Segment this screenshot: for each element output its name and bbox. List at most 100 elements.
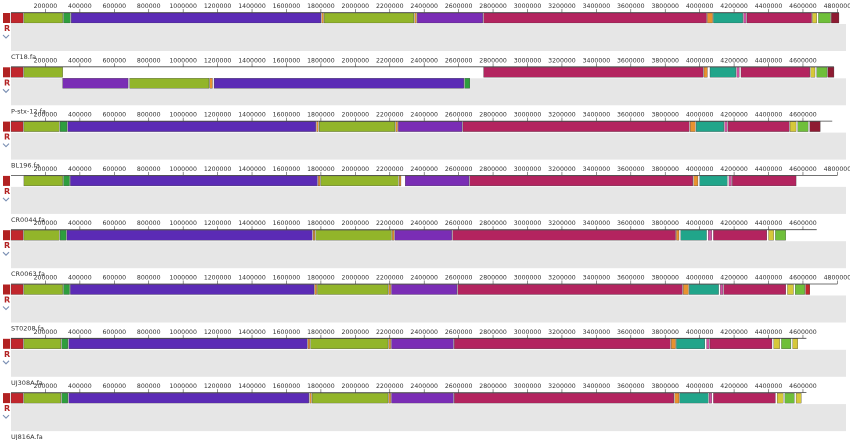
track-color-swatch[interactable]: [3, 393, 10, 404]
reverse-toggle-button[interactable]: R: [4, 404, 10, 413]
ruler-tick-label: 1000000: [169, 220, 197, 227]
ruler-tick-label: 4200000: [720, 275, 748, 282]
lcb-block: [707, 12, 713, 24]
ruler-tick-label: 3800000: [651, 220, 679, 227]
lcb-block: [671, 338, 676, 349]
ruler-tick-label: 1800000: [307, 383, 335, 390]
ruler-tick-label: 2200000: [376, 220, 404, 227]
lcb-block: [312, 392, 389, 404]
chevron-down-icon[interactable]: [2, 306, 10, 311]
track-color-swatch[interactable]: [3, 13, 10, 23]
track-color-swatch[interactable]: [3, 67, 10, 78]
lcb-block: [23, 175, 63, 187]
lcb-block: [708, 392, 712, 404]
reverse-toggle-button[interactable]: R: [4, 296, 10, 305]
ruler-tick-label: 200000: [34, 275, 58, 282]
sequence-label: CR0063.fa: [11, 270, 45, 278]
track-3: 200000 400000 600000 800000 1000000 1200000 14…: [2, 166, 850, 224]
ruler-tick-label: 3600000: [617, 383, 645, 390]
lcb-block: [388, 338, 391, 349]
chevron-down-icon[interactable]: [2, 360, 10, 365]
lcb-block: [307, 338, 310, 349]
chevron-down-icon[interactable]: [2, 251, 10, 256]
track-1: 200000 400000 600000 800000 1000000 1200000 14…: [2, 57, 846, 115]
ruler-tick-label: 2000000: [342, 166, 370, 173]
ruler-tick-label: 1000000: [169, 112, 197, 119]
ruler-tick-label: 4800000: [824, 166, 850, 173]
track-color-swatch[interactable]: [3, 230, 10, 241]
lcb-block: [63, 284, 70, 295]
lcb-block: [773, 338, 780, 349]
lcb-block: [10, 67, 24, 78]
ruler-tick-label: 2800000: [479, 112, 507, 119]
lcb-block: [63, 175, 70, 187]
track-color-swatch[interactable]: [3, 284, 10, 295]
ruler-tick-label: 1200000: [204, 112, 232, 119]
reverse-toggle-button[interactable]: R: [4, 133, 10, 142]
lcb-block: [723, 284, 786, 295]
ruler-tick-label: 2600000: [445, 383, 473, 390]
ruler-tick-label: 3000000: [514, 329, 542, 336]
lcb-block: [775, 230, 786, 241]
ruler-tick-label: 3200000: [548, 329, 576, 336]
lcb-block: [781, 338, 792, 349]
lcb-block: [399, 175, 402, 187]
lcb-block: [23, 12, 63, 24]
track-color-swatch[interactable]: [3, 121, 10, 132]
ruler-tick-label: 3800000: [651, 112, 679, 119]
ruler-tick-label: 800000: [137, 220, 161, 227]
ruler-tick-label: 400000: [68, 275, 92, 282]
lcb-block: [454, 392, 674, 404]
lcb-block: [388, 284, 391, 295]
ruler-tick-label: 600000: [102, 57, 126, 64]
lcb-block: [818, 12, 831, 24]
ruler-tick-label: 4400000: [755, 57, 783, 64]
ruler-tick-label: 400000: [68, 220, 92, 227]
chevron-down-icon[interactable]: [2, 34, 10, 39]
lcb-block: [706, 338, 710, 349]
lcb-block: [67, 121, 316, 132]
ruler-tick-label: 800000: [137, 275, 161, 282]
reverse-toggle-button[interactable]: R: [4, 187, 10, 196]
ruler-tick-label: 2800000: [479, 166, 507, 173]
reverse-toggle-button[interactable]: R: [4, 241, 10, 250]
ruler-tick-label: 2600000: [445, 275, 473, 282]
track-color-swatch[interactable]: [3, 175, 10, 186]
sequence-label: BL196.fa: [11, 162, 40, 170]
ruler-tick-label: 2800000: [479, 329, 507, 336]
track-band: [11, 295, 846, 323]
ruler-tick-label: 4400000: [755, 166, 783, 173]
chevron-down-icon[interactable]: [2, 143, 10, 148]
ruler-tick-label: 1400000: [238, 329, 266, 336]
ruler-tick-label: 1800000: [307, 3, 335, 10]
lcb-block: [699, 175, 728, 187]
lcb-block: [214, 78, 464, 89]
track-color-swatch[interactable]: [3, 338, 10, 349]
ruler-tick-label: 2600000: [445, 57, 473, 64]
ruler-tick-label: 4000000: [686, 112, 714, 119]
reverse-toggle-button[interactable]: R: [4, 78, 10, 87]
reverse-toggle-button[interactable]: R: [4, 24, 10, 33]
ruler-tick-label: 4200000: [720, 329, 748, 336]
lcb-block: [679, 392, 709, 404]
ruler-tick-label: 1000000: [169, 57, 197, 64]
ruler-tick-label: 600000: [102, 329, 126, 336]
chevron-down-icon[interactable]: [2, 197, 10, 202]
ruler-tick-label: 200000: [34, 57, 58, 64]
lcb-block: [727, 121, 790, 132]
ruler-tick-label: 3600000: [617, 57, 645, 64]
ruler-tick-label: 600000: [102, 3, 126, 10]
reverse-toggle-button[interactable]: R: [4, 350, 10, 359]
ruler-tick-label: 1800000: [307, 275, 335, 282]
chevron-down-icon[interactable]: [2, 88, 10, 94]
ruler-tick-label: 1400000: [238, 275, 266, 282]
ruler-tick-label: 2000000: [342, 112, 370, 119]
lcb-block: [795, 392, 802, 404]
track-2: 200000 400000 600000 800000 1000000 1200000 14…: [2, 112, 846, 170]
chevron-down-icon[interactable]: [2, 414, 10, 419]
ruler-tick-label: 3600000: [617, 275, 645, 282]
ruler-tick-label: 200000: [34, 166, 58, 173]
ruler-tick-label: 4600000: [789, 220, 817, 227]
lcb-block: [318, 175, 321, 187]
lcb-block: [10, 230, 24, 241]
